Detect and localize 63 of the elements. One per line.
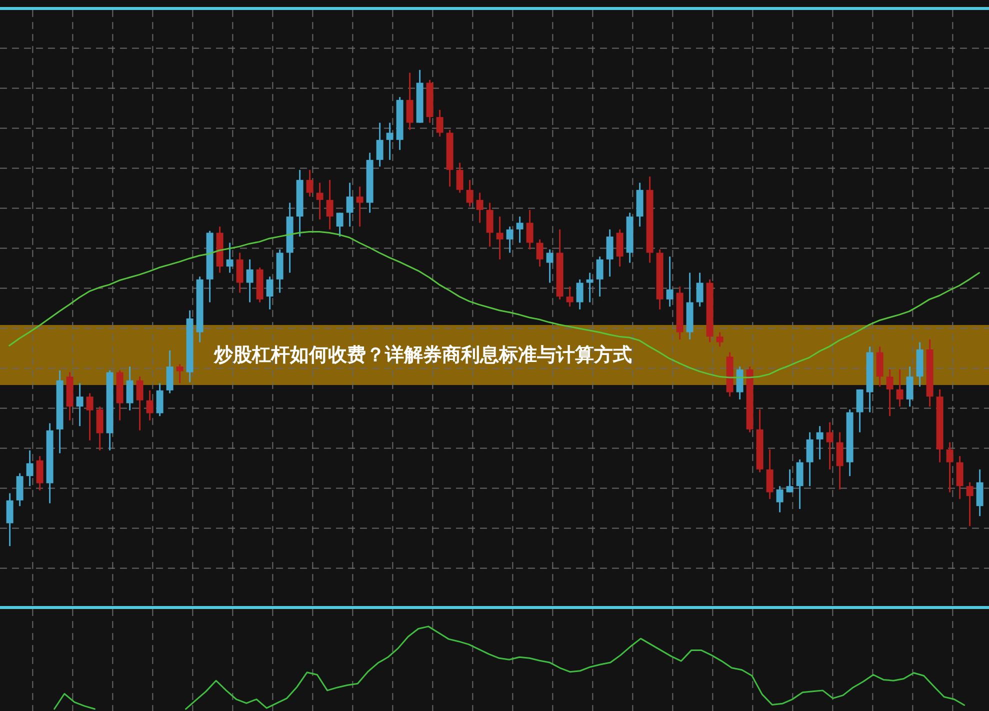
candlestick	[716, 332, 724, 348]
candlestick	[346, 182, 354, 228]
candlestick	[736, 366, 744, 400]
candlestick	[136, 376, 144, 432]
candlestick	[956, 455, 964, 500]
candlestick	[786, 468, 794, 494]
candlestick	[546, 248, 554, 284]
candlestick	[506, 226, 514, 254]
candlestick	[776, 485, 784, 514]
candlestick	[606, 228, 614, 278]
candlestick	[146, 390, 154, 422]
candlestick	[816, 425, 824, 460]
candlestick	[36, 455, 44, 492]
candlestick	[376, 122, 384, 168]
candlestick	[476, 192, 484, 224]
candlestick	[266, 276, 274, 310]
candlestick	[696, 272, 704, 308]
candlestick	[166, 350, 174, 394]
candlestick	[966, 482, 974, 527]
candlestick	[516, 216, 524, 244]
candlestick	[316, 182, 324, 220]
candlestick	[6, 492, 14, 547]
candlestick	[336, 212, 344, 238]
candlestick	[86, 392, 94, 442]
candlestick	[566, 286, 574, 308]
candlestick	[126, 366, 134, 412]
candlestick	[596, 256, 604, 298]
candlestick	[76, 382, 84, 427]
candlestick	[806, 432, 814, 487]
candlestick	[976, 468, 984, 517]
candlestick	[906, 366, 914, 408]
candlestick	[576, 278, 584, 310]
candlestick	[856, 388, 864, 434]
candlestick	[896, 368, 904, 408]
candlestick	[666, 256, 674, 308]
candlestick	[406, 72, 414, 131]
candlestick	[156, 382, 164, 417]
candlestick	[826, 422, 834, 470]
candlestick	[96, 406, 104, 452]
candlestick	[176, 363, 184, 384]
candlestick	[466, 179, 474, 208]
candlestick	[586, 272, 594, 304]
candlestick	[356, 186, 364, 228]
candlestick	[326, 179, 334, 230]
candlestick	[26, 450, 34, 487]
candlestick	[386, 122, 394, 161]
candlestick	[226, 242, 234, 274]
candlestick	[766, 448, 774, 500]
candlestick	[886, 368, 894, 417]
candlestick	[236, 252, 244, 294]
candlestick	[246, 258, 254, 304]
text: 炒股杠杆如何收费？详解券商利息标准与计算方式	[214, 343, 632, 368]
candlestick	[436, 109, 444, 138]
candlestick	[836, 432, 844, 490]
candlestick	[496, 216, 504, 260]
candlestick	[526, 209, 534, 250]
candlestick	[946, 442, 954, 494]
candlestick	[456, 162, 464, 194]
candlestick	[306, 169, 314, 198]
candlestick	[796, 458, 804, 510]
candlestick	[536, 238, 544, 268]
candlestick	[486, 202, 494, 248]
candlestick	[616, 228, 624, 268]
